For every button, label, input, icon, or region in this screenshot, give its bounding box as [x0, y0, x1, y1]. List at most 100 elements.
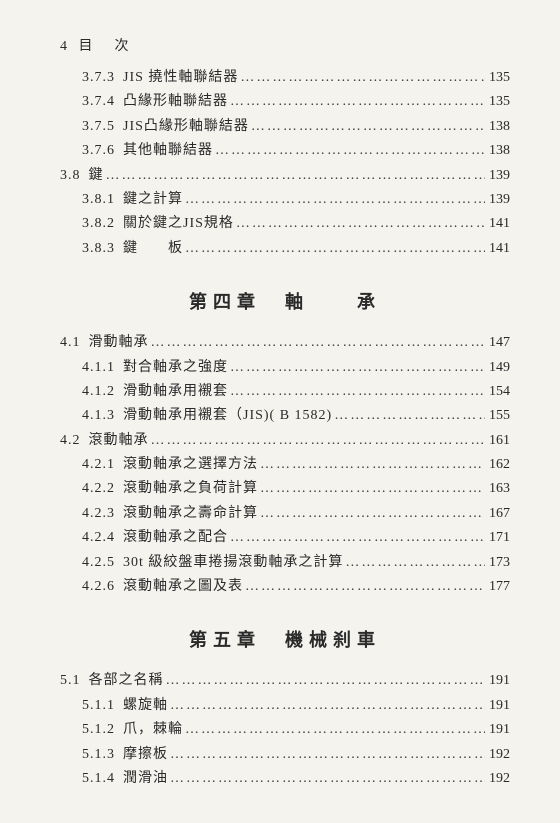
page-header: 4 目 次: [60, 35, 510, 55]
dot-leader: [183, 238, 485, 260]
toc-entry: 3.7.6 其他軸聯結器 138: [60, 140, 510, 162]
entry-title: 爪，棘輪: [123, 719, 183, 741]
entry-page: 192: [485, 744, 510, 766]
entry-number: 3.8: [60, 165, 81, 187]
toc-entry: 4.2.6滾動軸承之圖及表177: [60, 576, 510, 598]
entry-page: 149: [485, 357, 510, 379]
dot-leader: [183, 189, 485, 211]
entry-number: 4.2.4: [82, 527, 115, 549]
entry-page: 139: [485, 189, 510, 211]
entry-number: 4.2: [60, 430, 81, 452]
toc-entry: 4.2 滾動軸承 161: [60, 430, 510, 452]
entry-number: 3.8.3: [82, 238, 115, 260]
entry-number: 4.1.3: [82, 405, 115, 427]
dot-leader: [104, 165, 486, 187]
entry-page: 141: [485, 238, 510, 260]
entry-number: 3.7.6: [82, 140, 115, 162]
entry-title: 滑動軸承: [89, 332, 149, 354]
dot-leader: [168, 768, 485, 790]
dot-leader: [168, 695, 485, 717]
entry-title: 摩擦板: [123, 744, 168, 766]
toc-entry: 4.1.2滑動軸承用襯套154: [60, 381, 510, 403]
entry-title: 滾動軸承: [89, 430, 149, 452]
entry-page: 135: [485, 67, 510, 89]
dot-leader: [228, 527, 485, 549]
entry-page: 139: [485, 165, 510, 187]
entry-page: 147: [485, 332, 510, 354]
entry-page: 173: [485, 552, 510, 574]
entry-page: 154: [485, 381, 510, 403]
entry-page: 135: [485, 91, 510, 113]
entry-page: 163: [485, 478, 510, 500]
toc-entry: 4.2.3滾動軸承之壽命計算167: [60, 503, 510, 525]
dot-leader: [228, 381, 485, 403]
toc-entry: 4.1 滑動軸承 147: [60, 332, 510, 354]
entry-page: 177: [485, 576, 510, 598]
entry-number: 4.2.2: [82, 478, 115, 500]
toc-entry: 5.1.1 螺旋軸 191: [60, 695, 510, 717]
entry-page: 138: [485, 116, 510, 138]
entry-title: 滾動軸承之圖及表: [123, 576, 243, 598]
entry-title: 潤滑油: [123, 768, 168, 790]
toc-entry: 4.1.3 滑動軸承用襯套（JIS)( B 1582) 155: [60, 405, 510, 427]
entry-number: 3.7.4: [82, 91, 115, 113]
entry-number: 4.2.5: [82, 552, 115, 574]
chapter-4-heading: 第四章 軸 承: [60, 288, 510, 314]
entry-title: JIS 撓性軸聯結器: [123, 67, 238, 89]
entry-number: 4.2.1: [82, 454, 115, 476]
entry-page: 138: [485, 140, 510, 162]
entry-title: 30t 級絞盤車捲揚滾動軸承之計算: [123, 552, 343, 574]
toc-entry: 4.2.4 滾動軸承之配合 171: [60, 527, 510, 549]
entry-title: 各部之名稱: [89, 670, 164, 692]
dot-leader: [228, 91, 485, 113]
entry-title: 滑動軸承用襯套（JIS)( B 1582): [123, 405, 332, 427]
entry-page: 191: [485, 719, 510, 741]
entry-title: 其他軸聯結器: [123, 140, 213, 162]
entry-page: 191: [485, 670, 510, 692]
dot-leader: [149, 332, 486, 354]
entry-page: 161: [485, 430, 510, 452]
entry-number: 3.8.2: [82, 213, 115, 235]
entry-page: 191: [485, 695, 510, 717]
dot-leader: [168, 744, 485, 766]
dot-leader: [238, 67, 485, 89]
entry-number: 5.1.2: [82, 719, 115, 741]
toc-entry: 3.7.3 JIS 撓性軸聯結器 135: [60, 67, 510, 89]
entry-page: 192: [485, 768, 510, 790]
entry-number: 4.1: [60, 332, 81, 354]
entry-title: 鍵 板: [123, 238, 183, 260]
toc-block-1: 3.7.3 JIS 撓性軸聯結器 135 3.7.4 凸緣形軸聯結器 135 3.7.5 JI…: [60, 67, 510, 260]
entry-number: 3.7.5: [82, 116, 115, 138]
entry-number: 5.1: [60, 670, 81, 692]
entry-page: 171: [485, 527, 510, 549]
toc-entry: 3.7.4 凸緣形軸聯結器 135: [60, 91, 510, 113]
toc-entry: 3.8.2關於鍵之JIS規格141: [60, 213, 510, 235]
entry-title: 鍵之計算: [123, 189, 183, 211]
entry-number: 4.1.1: [82, 357, 115, 379]
toc-entry: 5.1.4 潤滑油 192: [60, 768, 510, 790]
toc-entry: 5.1 各部之名稱 191: [60, 670, 510, 692]
entry-page: 167: [485, 503, 510, 525]
entry-title: JIS凸緣形軸聯結器: [123, 116, 249, 138]
dot-leader: [249, 116, 485, 138]
entry-title: 螺旋軸: [123, 695, 168, 717]
entry-title: 滾動軸承之負荷計算: [123, 478, 258, 500]
entry-title: 滾動軸承之選擇方法: [123, 454, 258, 476]
dot-leader: [149, 430, 486, 452]
entry-title: 滑動軸承用襯套: [123, 381, 228, 403]
toc-entry: 4.2.5 30t 級絞盤車捲揚滾動軸承之計算 173: [60, 552, 510, 574]
entry-number: 5.1.3: [82, 744, 115, 766]
dot-leader: [332, 405, 485, 427]
entry-title: 滾動軸承之配合: [123, 527, 228, 549]
dot-leader: [258, 478, 485, 500]
entry-title: 滾動軸承之壽命計算: [123, 503, 258, 525]
entry-number: 5.1.1: [82, 695, 115, 717]
chapter-5-heading: 第五章 機械刹車: [60, 626, 510, 652]
entry-number: 3.7.3: [82, 67, 115, 89]
dot-leader: [258, 454, 485, 476]
entry-page: 141: [485, 213, 510, 235]
dot-leader: [343, 552, 485, 574]
entry-number: 5.1.4: [82, 768, 115, 790]
entry-page: 155: [485, 405, 510, 427]
entry-title: 凸緣形軸聯結器: [123, 91, 228, 113]
